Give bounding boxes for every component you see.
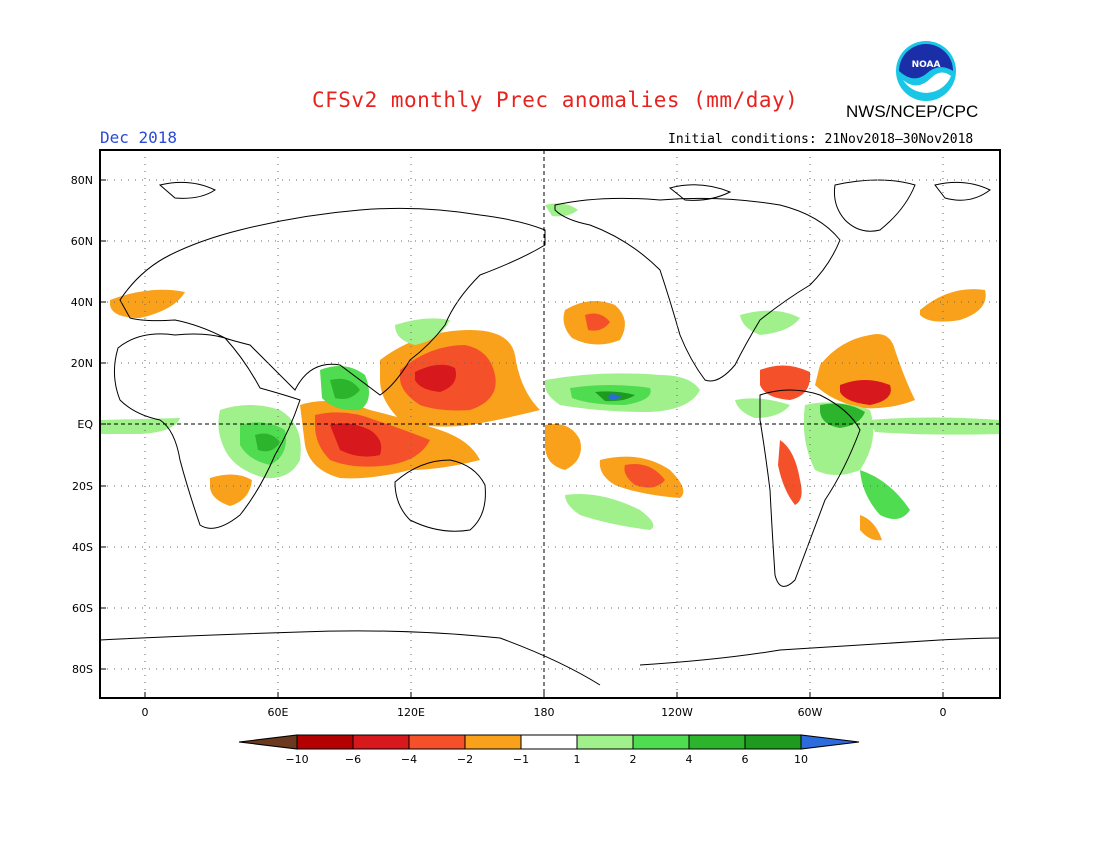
colorbar-label: 10 bbox=[794, 753, 808, 766]
lat-label: 60N bbox=[71, 235, 93, 248]
colorbar-swatch bbox=[464, 734, 522, 750]
colorbar-label: −2 bbox=[457, 753, 473, 766]
colorbar-swatch bbox=[688, 734, 746, 750]
lat-labels: 80N 60N 40N 20N EQ 20S 40S 60S 80S bbox=[71, 174, 94, 676]
noaa-logo: NOAA bbox=[896, 41, 956, 101]
lon-label: 120W bbox=[661, 706, 693, 719]
lon-label: 60E bbox=[268, 706, 289, 719]
colorbar-label: 4 bbox=[686, 753, 693, 766]
forecast-month: Dec 2018 bbox=[100, 128, 178, 147]
colorbar-label: −1 bbox=[513, 753, 529, 766]
lon-labels: 0 60E 120E 180 120W 60W 0 bbox=[142, 706, 947, 719]
lon-label: 0 bbox=[940, 706, 947, 719]
colorbar-label: −6 bbox=[345, 753, 361, 766]
lat-label: 20N bbox=[71, 357, 93, 370]
lat-label: 40S bbox=[72, 541, 93, 554]
anomaly-shading bbox=[100, 203, 1000, 541]
lon-label: 60W bbox=[798, 706, 823, 719]
colorbar-label: 6 bbox=[742, 753, 749, 766]
lat-label: 80N bbox=[71, 174, 93, 187]
colorbar-swatch bbox=[296, 734, 354, 750]
lat-label: 20S bbox=[72, 480, 93, 493]
colorbar-swatch bbox=[576, 734, 634, 750]
noaa-logo-text: NOAA bbox=[912, 60, 941, 70]
colorbar-label: 2 bbox=[630, 753, 637, 766]
colorbar-swatch bbox=[632, 734, 690, 750]
colorbar-arrow-low bbox=[238, 734, 298, 750]
lat-label: EQ bbox=[77, 418, 93, 431]
equator-dateline bbox=[100, 150, 1000, 698]
lat-label: 60S bbox=[72, 602, 93, 615]
colorbar: −10 −6 −4 −2 −1 1 2 4 6 10 bbox=[238, 734, 860, 766]
colorbar-swatch bbox=[352, 734, 410, 750]
colorbar-label: 1 bbox=[574, 753, 581, 766]
colorbar-swatch bbox=[520, 734, 578, 750]
colorbar-arrow-high bbox=[800, 734, 860, 750]
colorbar-swatch bbox=[744, 734, 802, 750]
colorbar-label: −4 bbox=[401, 753, 417, 766]
colorbar-label: −10 bbox=[285, 753, 308, 766]
lon-label: 0 bbox=[142, 706, 149, 719]
lat-label: 40N bbox=[71, 296, 93, 309]
lon-label: 180 bbox=[534, 706, 555, 719]
coastlines bbox=[99, 179, 1001, 686]
colorbar-swatch bbox=[408, 734, 466, 750]
initial-conditions: Initial conditions: 21Nov2018–30Nov2018 bbox=[668, 132, 974, 147]
lon-label: 120E bbox=[397, 706, 425, 719]
lat-label: 80S bbox=[72, 663, 93, 676]
map-title: CFSv2 monthly Prec anomalies (mm/day) bbox=[312, 88, 799, 112]
agency-label: NWS/NCEP/CPC bbox=[846, 102, 979, 121]
